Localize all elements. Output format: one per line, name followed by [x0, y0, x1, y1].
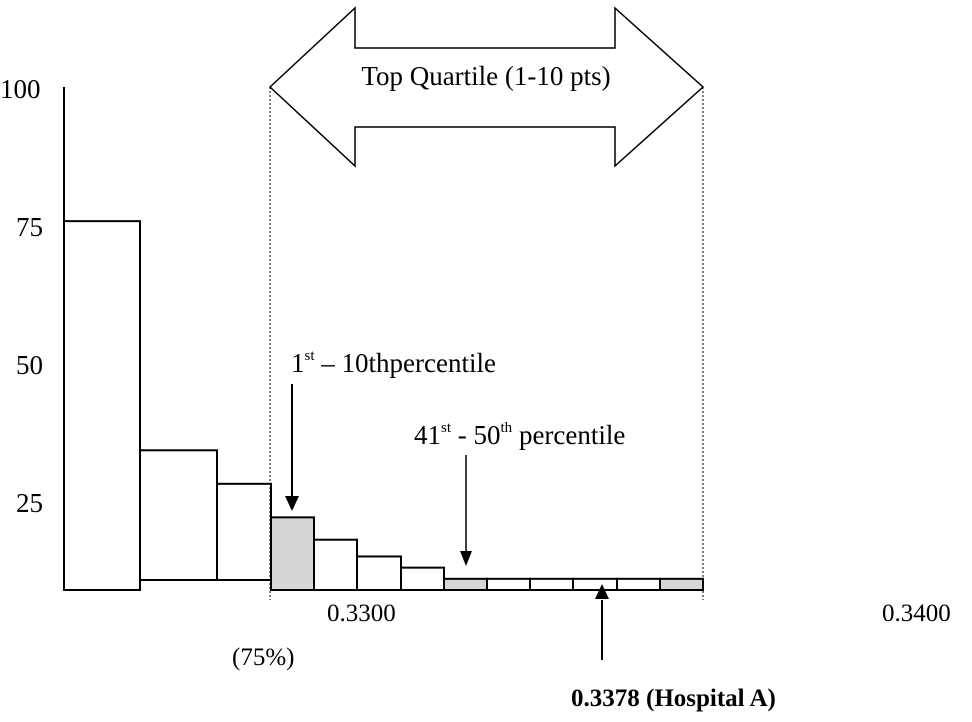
first-percentile-part-a: 1 [291, 348, 305, 378]
first-percentile-arrowhead [285, 496, 299, 511]
x-tick-label: 0.3400 [882, 600, 951, 627]
bar [216, 482, 272, 581]
bar-shaded [659, 577, 704, 591]
hospital-arrowhead [595, 584, 609, 599]
bar [139, 449, 218, 581]
hospital-label: 0.3378 (Hospital A) [571, 685, 776, 712]
pct-41-50-arrowhead [460, 551, 472, 566]
bars-group [63, 220, 704, 592]
top-quartile-label: Top Quartile (1-10 pts) [361, 61, 610, 91]
y-tick-label: 50 [16, 350, 43, 380]
bar [63, 220, 141, 591]
y-tick-label: 100 [0, 74, 41, 104]
y-tick-label: 25 [16, 488, 43, 518]
pct-41-50-label: 41st - 50th percentile [414, 420, 625, 450]
first-percentile-part-b: – 10thpercentile [315, 348, 496, 378]
first-percentile-label: 1st – 10thpercentile [291, 348, 496, 378]
x-subnote-label: (75%) [232, 644, 294, 671]
pct-41-50-part-b: - 50 [451, 420, 501, 450]
x-tick-label: 0.3300 [327, 600, 396, 627]
pct-41-50-part-c: percentile [512, 420, 625, 450]
bar [400, 566, 445, 592]
bar [486, 577, 531, 591]
bar-shaded [270, 516, 315, 591]
pct-41-50-part-a: 41 [414, 420, 441, 450]
bar [616, 577, 661, 591]
bar [313, 538, 358, 592]
bar-shaded [443, 577, 488, 591]
pct-41-50-sup1: st [441, 420, 452, 436]
y-tick-label: 75 [16, 212, 43, 242]
bar [572, 577, 618, 591]
pct-41-50-sup2: th [501, 420, 513, 436]
bar [356, 555, 402, 592]
bar [529, 577, 574, 591]
top-quartile-double-arrow [268, 6, 705, 168]
first-percentile-sup: st [305, 348, 316, 364]
